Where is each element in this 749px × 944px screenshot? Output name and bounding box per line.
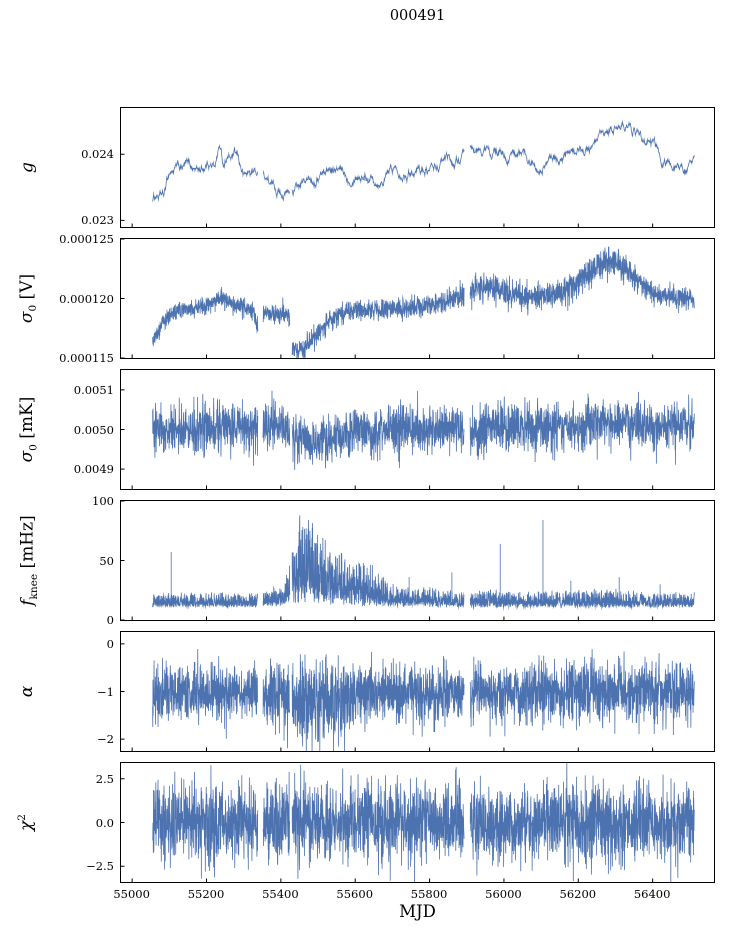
y-tick-label: 0.0 (95, 815, 114, 830)
y-tick-label: 0 (106, 636, 114, 651)
plot-area-chi2 (120, 762, 715, 883)
y-tick-label: 0.000115 (59, 351, 114, 365)
y-axis-label-text: α (17, 685, 38, 698)
y-axis-label-sub: 0 (27, 304, 40, 312)
plot-canvas-sigma0-volts (121, 239, 714, 358)
y-axis-label-text: f (17, 599, 38, 606)
y-tick-label: 0.0050 (73, 422, 114, 437)
y-tick-label: −2 (97, 732, 114, 747)
x-axis-label: MJD (399, 902, 436, 921)
y-axis-label-fknee: fknee [mHz] (4, 500, 52, 621)
panel-fknee: fknee [mHz] 0 50 100 (0, 494, 749, 627)
plot-canvas-sigma0-mk (121, 370, 714, 489)
y-tick-label: 0.000125 (59, 232, 114, 246)
y-axis-label-sub: 0 (27, 444, 40, 451)
plot-area-alpha (120, 631, 715, 752)
y-axis-label-unit: [V] (17, 273, 38, 305)
panel-gain: g 0.023 0.024 (0, 107, 749, 228)
figure-title: 000491 (389, 8, 446, 24)
y-axis-label-sigma0-mk: σ0 [mK] (4, 369, 52, 490)
y-tick-label: 50 (99, 553, 114, 568)
plot-canvas-alpha (121, 632, 714, 751)
y-tick-label: 0.023 (81, 213, 114, 228)
y-axis-label-sigma0-volts: σ0 [V] (4, 238, 52, 359)
y-axis-label-alpha: α (4, 631, 52, 752)
y-axis-label-chi2: χ2 (4, 762, 52, 883)
x-tick-label: 55800 (410, 887, 448, 901)
x-tick-label: 56400 (633, 887, 671, 901)
x-tick-label: 55200 (187, 887, 225, 901)
y-axis-label-text: σ (17, 450, 38, 463)
panel-chi2: χ2 −2.5 0.0 2.5 55000 55200 55400 55600 55800 56… (0, 762, 749, 901)
x-tick-label: 56000 (485, 887, 522, 901)
y-tick-label: 0.0051 (73, 382, 114, 397)
y-tick-label: −1 (97, 684, 114, 699)
y-tick-label: 0.024 (81, 147, 114, 162)
plot-canvas-chi2 (121, 763, 714, 882)
x-tick-label: 55600 (336, 887, 374, 901)
x-tick-label: 55000 (113, 887, 150, 901)
panel-sigma0-volts: σ0 [V] 0.000115 0.000120 0.000125 (0, 232, 749, 365)
x-tick-label: 55400 (262, 887, 299, 901)
y-tick-label: −2.5 (86, 859, 114, 874)
y-axis-label-unit: [mHz] (17, 515, 38, 574)
y-axis-label-text: χ (17, 820, 38, 831)
y-axis-label-sup: 2 (16, 813, 29, 821)
y-tick-label: 0.000120 (59, 291, 114, 306)
plot-area-fknee (120, 500, 715, 621)
panel-alpha: α −2 −1 0 (0, 631, 749, 752)
y-tick-label: 0 (106, 613, 114, 627)
plot-area-sigma0-mk (120, 369, 715, 490)
y-axis-label-text: g (17, 162, 38, 173)
panel-sigma0-mk: σ0 [mK] 0.0049 0.0050 0.0051 (0, 369, 749, 490)
y-tick-label: 0.0049 (73, 462, 114, 477)
plot-canvas-fknee (121, 501, 714, 620)
y-axis-label-sub: knee (27, 573, 40, 600)
y-tick-label: 100 (92, 494, 114, 508)
plot-area-sigma0-volts (120, 238, 715, 359)
y-axis-label-unit: [mK] (17, 396, 38, 445)
plot-canvas-gain (121, 108, 714, 227)
plot-area-gain (120, 107, 715, 228)
x-tick-label: 56200 (559, 887, 597, 901)
y-axis-label-text: σ (17, 311, 38, 324)
y-axis-label-gain: g (4, 107, 52, 228)
y-tick-label: 2.5 (95, 771, 114, 786)
